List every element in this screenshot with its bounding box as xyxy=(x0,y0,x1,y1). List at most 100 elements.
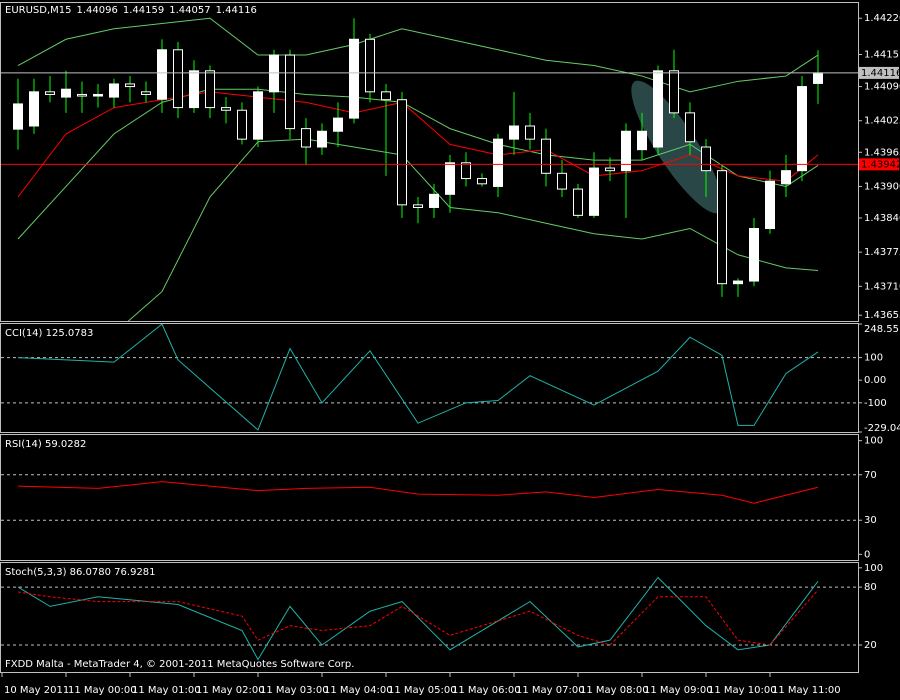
candle-body xyxy=(13,103,23,130)
candle-body xyxy=(477,178,487,185)
y-tick-label: 100 xyxy=(864,436,883,447)
candle-body xyxy=(221,107,231,111)
candle-body xyxy=(429,193,439,208)
candle-body xyxy=(61,88,71,98)
candle-body xyxy=(813,72,823,84)
header-value: EURUSD,M15 xyxy=(5,5,71,16)
candle-body xyxy=(557,172,567,190)
header-value: 1.44057 xyxy=(169,5,210,16)
x-tick-label: 11 May 08:00 xyxy=(580,685,649,696)
y-tick-label: 1.43965 xyxy=(864,147,900,158)
candle-body xyxy=(189,70,199,109)
y-tick-label: -229.040 xyxy=(864,423,900,434)
candle-body xyxy=(157,49,167,100)
x-tick-label: 11 May 03:00 xyxy=(260,685,329,696)
candle-body xyxy=(621,130,631,172)
indicator-title: CCI(14) 125.0783 xyxy=(5,328,93,339)
plot-layer: 1.44116 1.43942 EURUSD,M15 1.44096 1.44159 1.… xyxy=(1,5,900,696)
candle-body xyxy=(541,138,551,174)
x-tick-label: 11 May 06:00 xyxy=(452,685,521,696)
candle-body xyxy=(589,167,599,216)
candle-body xyxy=(93,93,103,97)
y-tick-label: 1.44220 xyxy=(864,13,900,24)
price-label-box xyxy=(859,66,899,79)
y-tick-label: 1.43655 xyxy=(864,310,900,321)
candle-body xyxy=(445,162,455,195)
candle-body xyxy=(205,70,215,109)
candle-body xyxy=(397,99,407,206)
header-value: 1.44159 xyxy=(123,5,164,16)
indicator-title: Stoch(5,3,3) 86.0780 76.9281 xyxy=(5,567,156,578)
y-tick-label: 1.43710 xyxy=(864,281,900,292)
chart-header: EURUSD,M15 1.44096 1.44159 1.44057 1.44116 xyxy=(5,5,257,16)
y-tick-label: 20 xyxy=(864,640,877,651)
candle-body xyxy=(509,125,519,140)
y-tick-label: 1.43900 xyxy=(864,181,900,192)
y-tick-label: 100 xyxy=(864,353,883,364)
candle-body xyxy=(765,180,775,229)
indicator-line xyxy=(17,576,819,661)
x-tick-label: 10 May 2011 xyxy=(4,685,69,696)
candle-body xyxy=(733,280,743,285)
candle-body xyxy=(637,130,647,151)
candle-body xyxy=(317,130,327,148)
y-tick-label: 1.43840 xyxy=(864,213,900,224)
candle-body xyxy=(349,38,359,119)
price-label: 1.44116 xyxy=(861,68,900,79)
y-tick-label: 0.00 xyxy=(864,375,886,386)
candle-body xyxy=(605,167,615,172)
price-label-box xyxy=(859,158,899,171)
candle-body xyxy=(797,86,807,172)
candle-body xyxy=(301,128,311,148)
candle-body xyxy=(461,162,471,180)
candle-body xyxy=(109,83,119,98)
indicator-line xyxy=(17,324,819,431)
candle-body xyxy=(781,170,791,185)
stoch-panel xyxy=(0,562,859,673)
y-tick-label: 70 xyxy=(864,470,877,481)
candle-body xyxy=(701,146,711,172)
indicator-line xyxy=(17,17,819,93)
indicator-line xyxy=(17,481,819,504)
y-tick-label: 80 xyxy=(864,582,877,593)
candle-body xyxy=(573,188,583,216)
panel-frames xyxy=(0,2,859,673)
candle-body xyxy=(333,117,343,132)
x-tick-label: 11 May 01:00 xyxy=(132,685,201,696)
indicator-line xyxy=(127,138,819,321)
y-tick-label: 100 xyxy=(864,563,883,574)
candle-body xyxy=(77,93,87,97)
indicator-line xyxy=(17,88,819,240)
y-tick-label: 248.5514 xyxy=(864,324,900,335)
x-tick-label: 11 May 09:00 xyxy=(644,685,713,696)
candle-body xyxy=(173,49,183,109)
candle-body xyxy=(685,112,695,143)
x-tick-label: 11 May 00:00 xyxy=(68,685,137,696)
y-tick-label: 1.44025 xyxy=(864,116,900,127)
panel-plot xyxy=(13,17,823,321)
candle-body xyxy=(253,91,263,140)
header-value: 1.44116 xyxy=(216,5,257,16)
candle-body xyxy=(669,70,679,114)
candle-body xyxy=(493,138,503,187)
candle-body xyxy=(285,54,295,130)
cci-panel xyxy=(0,323,859,433)
header-value: 1.44096 xyxy=(76,5,117,16)
candle-body xyxy=(237,109,247,140)
candle-body xyxy=(125,83,135,88)
panel-plot xyxy=(1,324,858,431)
x-tick-label: 11 May 11:00 xyxy=(772,685,841,696)
footer: FXDD Malta - MetaTrader 4, © 2001-2011 M… xyxy=(5,659,354,670)
candle-body xyxy=(269,54,279,93)
candle-body xyxy=(141,91,151,95)
candle-body xyxy=(45,91,55,95)
panel-plot xyxy=(1,576,858,661)
indicator-title: RSI(14) 59.0282 xyxy=(5,439,86,450)
candle-body xyxy=(749,227,759,282)
indicator-line xyxy=(17,589,819,646)
price-panel xyxy=(0,2,859,322)
candle-body xyxy=(653,70,663,148)
candle-body xyxy=(381,91,391,101)
candle-body xyxy=(413,204,423,208)
